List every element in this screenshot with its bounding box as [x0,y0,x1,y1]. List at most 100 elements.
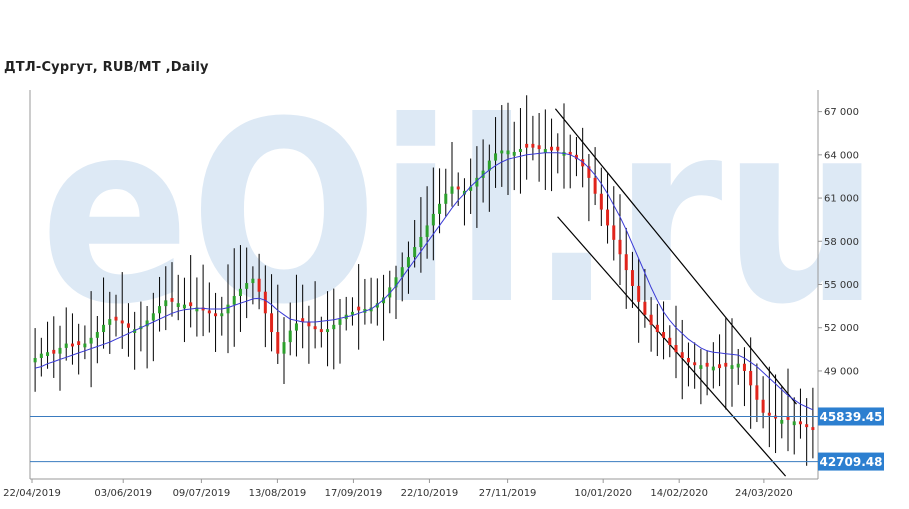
price-levels: 45839.45 42709.48 [30,407,884,471]
candle-body [798,421,802,425]
candle-body [693,362,697,366]
candle-body [550,146,554,151]
candle-body [226,304,230,314]
x-tick-label: 10/01/2020 [574,488,632,499]
y-tick-label: 55 000 [824,280,859,291]
y-tick-label: 61 000 [824,194,859,205]
candle-body [332,324,336,330]
candle-body [686,357,690,363]
candle-body [431,213,435,226]
candle-body [120,320,124,324]
candle-body [811,427,815,431]
x-tick-label: 03/06/2019 [94,488,152,499]
candle-body [805,424,809,428]
candle-body [487,160,491,171]
candle-body [182,304,186,309]
candle-body [705,362,709,367]
candle-body [518,149,522,152]
candle-body [730,365,734,369]
candle-body [288,330,292,343]
candle-body [319,329,323,333]
candle-body [506,150,510,155]
candle-body [276,332,280,354]
candle-body [494,153,498,161]
candle-body [357,306,361,311]
candle-body [52,349,56,354]
candle-body [711,366,715,371]
candle-body [326,329,330,333]
candle-body [195,307,199,312]
candle-body [537,145,541,150]
candle-body [263,291,267,314]
candle-body [512,151,516,156]
candle-body [89,337,93,344]
candle-body [736,363,740,368]
candle-body [774,415,778,419]
candle-body [718,364,722,369]
candle-body [450,186,454,194]
candle-body [456,186,460,190]
channel-lower-line [557,216,787,477]
candle-body [282,342,286,354]
candle-body [151,313,155,321]
candle-body [64,343,68,348]
candle-body [145,320,149,327]
candle-body [469,186,473,191]
candle-body [481,170,485,178]
candle-body [406,257,410,268]
candle-body [338,319,342,325]
moving-average-line [34,152,814,411]
candle-body [33,357,37,363]
y-tick-label: 58 000 [824,237,859,248]
candle-body [189,302,193,307]
candle-body [126,323,130,328]
candle-body [792,421,796,426]
candle-body [77,341,81,346]
candle-body [649,314,653,325]
candle-body [257,278,261,292]
candle-body [655,324,659,333]
candle-body [270,313,274,333]
candle-body [668,337,672,346]
x-tick-label: 24/03/2020 [735,488,793,499]
y-axis-ticks: 49 000 52 000 55 000 58 000 61 000 64 000 67 0… [818,107,859,377]
x-tick-label: 17/09/2019 [325,488,383,499]
candle-body [214,313,218,317]
candle-body [58,347,62,354]
candle-body [170,298,174,302]
candle-body [593,177,597,194]
candle-body [624,254,628,271]
candle-body [786,416,790,420]
candle-body [767,412,771,416]
candle-body [70,343,74,347]
candle-body [680,352,684,358]
candle-body [606,209,610,226]
x-axis-ticks: 22/04/2019 03/06/2019 09/07/2019 13/08/2019… [3,479,793,499]
candle-body [419,236,423,248]
candle-body [581,159,585,167]
candle-body [95,332,99,338]
candle-body [662,332,666,338]
candle-body [462,190,466,195]
candle-body [568,151,572,155]
candle-body [618,239,622,255]
candle-body [39,353,43,358]
candle-body [543,149,547,153]
candle-body [251,278,255,284]
candle-body [220,313,224,317]
candle-body [245,283,249,289]
candle-body [158,306,162,314]
candle-body [46,352,50,356]
candle-body [294,323,298,331]
candle-body [500,150,504,154]
candle-body [114,316,118,321]
candle-body [102,324,106,333]
candle-body [574,154,578,160]
price-level-badge [818,407,884,426]
candle-body [556,146,560,151]
candle-body [394,277,398,288]
candle-body [108,319,112,325]
candle-body [724,362,728,367]
candle-body [749,370,753,386]
price-level-badge [818,452,884,471]
